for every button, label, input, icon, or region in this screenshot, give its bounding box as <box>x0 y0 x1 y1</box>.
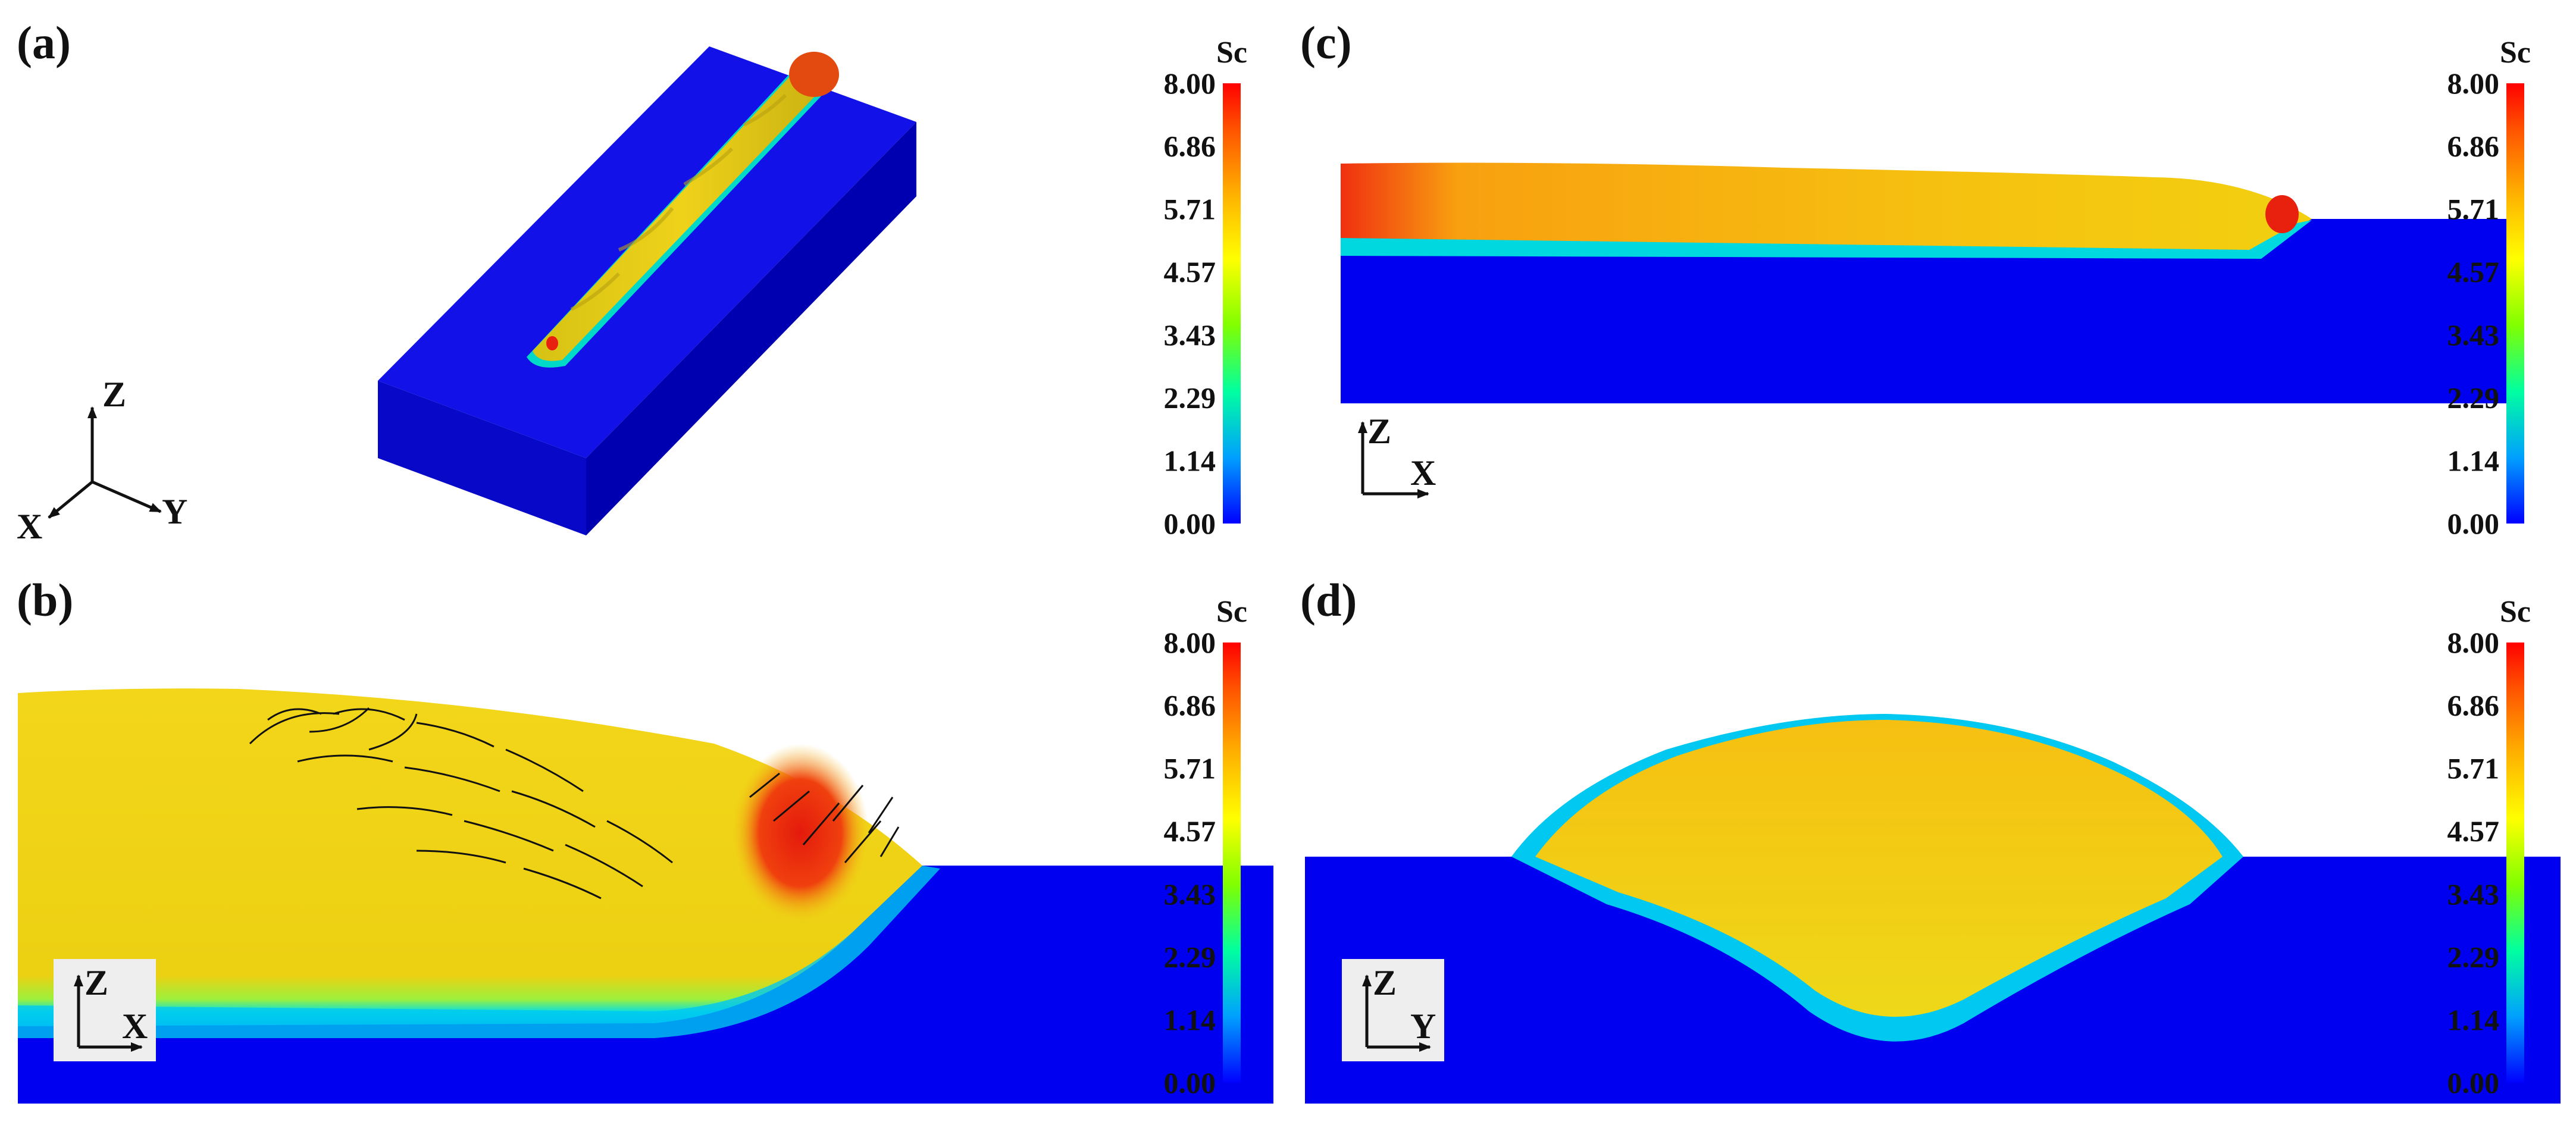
colorbar-tick-label: 4.57 <box>2447 814 2500 848</box>
substrate-block-3d <box>378 46 916 535</box>
axis-label-x: X <box>1410 453 1436 493</box>
colorbar-title: Sc <box>2500 36 2531 70</box>
colorbar-tick-label: 1.14 <box>1164 1003 1216 1036</box>
colorbar-tick-label: 4.57 <box>1164 255 1216 289</box>
molten-pool-b <box>18 688 922 1026</box>
colorbar-d: Sc8.00 6.86 5.71 4.57 3.43 2.29 1.14 0.00 <box>2447 595 2531 1099</box>
panel-d: (d) Z Y <box>1300 574 2561 1104</box>
colorbar-tick-label: 8.00 <box>1164 626 1216 659</box>
colorbar-tick-label: 2.29 <box>1164 941 1216 974</box>
deposited-bead-3d <box>527 52 839 368</box>
colorbar-tick-label: 3.43 <box>2447 877 2500 911</box>
colorbar-c: Sc8.00 6.86 5.71 4.57 3.43 2.29 1.14 0.00 <box>2447 36 2531 540</box>
panel-a: (a) Z Y X <box>17 17 916 546</box>
colorbar-gradient <box>2506 643 2524 1083</box>
colorbar-tick-label: 6.86 <box>1164 130 1216 163</box>
colorbar-tick-label: 1.14 <box>2447 1003 2500 1036</box>
colorbar-tick-label: 5.71 <box>2447 192 2500 225</box>
colorbar-tick-label: 0.00 <box>2447 1066 2500 1099</box>
hot-zone-b <box>732 744 869 922</box>
colorbar-tick-label: 0.00 <box>1164 1066 1216 1099</box>
colorbar-tick-label: 0.00 <box>2447 507 2500 540</box>
colorbar-tick-label: 6.86 <box>1164 689 1216 722</box>
colorbar-tick-label: 5.71 <box>1164 751 1216 785</box>
colorbar-tick-label: 6.86 <box>2447 130 2500 163</box>
axis-label-x: X <box>17 507 42 546</box>
colorbar-b: Sc8.00 6.86 5.71 4.57 3.43 2.29 1.14 0.00 <box>1164 595 1248 1099</box>
molten-pool-d <box>1535 720 2223 1017</box>
panel-label-c: (c) <box>1300 17 1352 68</box>
colorbar-tick-label: 3.43 <box>1164 318 1216 352</box>
colorbar-title: Sc <box>1216 36 1247 70</box>
colorbar-tick-label: 8.00 <box>1164 67 1216 100</box>
panel-b: (b) Z X <box>17 574 1273 1104</box>
colorbar-tick-label: 8.00 <box>2447 67 2500 100</box>
colorbar-gradient <box>2506 83 2524 524</box>
axis-label-y: Y <box>1410 1007 1436 1046</box>
colorbar-gradient <box>1223 83 1241 524</box>
axis-label-z: Z <box>1373 963 1397 1002</box>
colorbar-tick-label: 2.29 <box>2447 381 2500 415</box>
colorbar-tick-label: 2.29 <box>2447 941 2500 974</box>
colorbar-gradient <box>1223 643 1241 1083</box>
colorbar-title: Sc <box>2500 595 2531 629</box>
colorbar-tick-label: 2.29 <box>1164 381 1216 415</box>
axes-triad-a: Z Y X <box>17 375 187 546</box>
colorbar-tick-label: 5.71 <box>1164 192 1216 225</box>
colorbar-tick-label: 5.71 <box>2447 751 2500 785</box>
deposited-layer-c <box>1341 162 2312 255</box>
colorbar-a: Sc8.00 6.86 5.71 4.57 3.43 2.29 1.14 0.00 <box>1164 36 1248 540</box>
axis-label-x: X <box>122 1007 148 1046</box>
flow-vectors <box>249 707 900 900</box>
colorbar-title: Sc <box>1216 595 1247 629</box>
colorbar-tick-label: 3.43 <box>1164 877 1216 911</box>
colorbar-tick-label: 3.43 <box>2447 318 2500 352</box>
colorbar-tick-label: 1.14 <box>1164 444 1216 477</box>
axis-label-z: Z <box>1367 412 1391 451</box>
panel-label-a: (a) <box>17 17 71 68</box>
axis-label-z: Z <box>84 963 108 1002</box>
colorbar-tick-label: 1.14 <box>2447 444 2500 477</box>
colorbars: Sc8.006.865.714.573.432.291.140.00Sc8.00… <box>1164 36 2531 1099</box>
panel-label-b: (b) <box>17 574 73 626</box>
colorbar-tick-label: 4.57 <box>1164 814 1216 848</box>
colorbar-tick-label: 6.86 <box>2447 689 2500 722</box>
colorbar-tick-label: 8.00 <box>2447 626 2500 659</box>
colorbar-tick-label: 4.57 <box>2447 255 2500 289</box>
panel-c: (c) Z X <box>1300 17 2507 499</box>
colorbar-tick-label: 0.00 <box>1164 507 1216 540</box>
panel-label-d: (d) <box>1300 574 1357 626</box>
axis-label-y: Y <box>162 492 187 531</box>
axis-label-z: Z <box>102 375 126 414</box>
